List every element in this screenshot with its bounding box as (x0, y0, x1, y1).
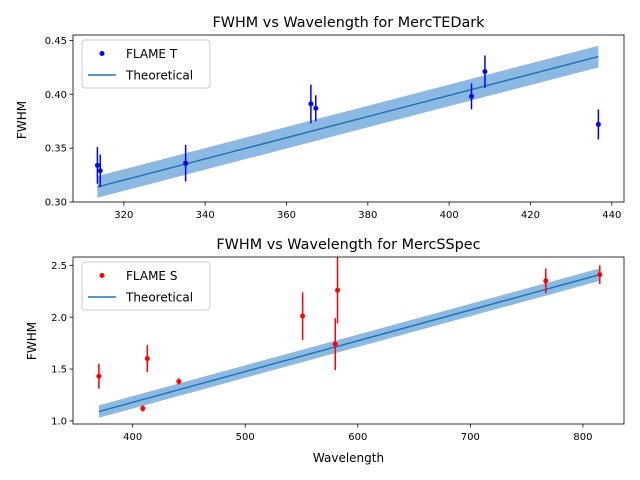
data-point (140, 405, 146, 412)
data-point (96, 363, 102, 389)
y-tick-label: 1.5 (51, 365, 67, 376)
point-marker (335, 287, 341, 293)
data-point (313, 95, 319, 122)
plot-area: 320 340 360 380 400 420 440 0.30 0.35 0.40 0.45 (45, 34, 625, 221)
point-marker (597, 272, 603, 278)
x-tick-label: 800 (573, 432, 592, 443)
data-point (94, 147, 100, 184)
x-tick-label: 500 (236, 432, 255, 443)
x-tick-label: 360 (277, 210, 296, 221)
legend-label-flame-t: FLAME T (126, 47, 178, 61)
point-marker (97, 168, 103, 174)
x-axis-label: Wavelength (313, 451, 384, 465)
legend-marker-flame-s (99, 273, 105, 278)
y-tick-label: 0.40 (45, 90, 67, 101)
axes-frame (72, 256, 625, 425)
data-point (300, 292, 306, 340)
point-marker (140, 405, 146, 411)
x-tick-label: 340 (196, 210, 215, 221)
point-marker (482, 69, 488, 75)
plot-area: 400 500 600 700 800 1.0 1.5 2.0 2.5 (51, 256, 625, 443)
y-axis-label: FWHM (25, 322, 39, 360)
data-point (469, 83, 475, 110)
y-tick-label: 0.45 (45, 36, 67, 47)
y-tick-label: 1.0 (51, 416, 67, 427)
legend-label-flame-s: FLAME S (126, 269, 177, 283)
point-marker (144, 356, 150, 362)
point-marker (332, 341, 338, 347)
legend: FLAME S Theoretical (81, 261, 211, 311)
theoretical-line (97, 55, 599, 188)
y-tick-label: 0.30 (45, 198, 67, 209)
point-marker (94, 162, 100, 168)
legend-label-theoretical: Theoretical (125, 291, 193, 305)
data-point (335, 257, 341, 324)
data-point (183, 144, 189, 182)
point-marker (543, 278, 549, 284)
data-point (176, 378, 182, 385)
data-point (308, 84, 314, 124)
chart-panel-merctedark: FWHM vs Wavelength for MercTEDark FWHM 3… (15, 15, 625, 221)
legend-box (81, 39, 211, 89)
point-marker (176, 378, 182, 384)
legend: FLAME T Theoretical (81, 39, 211, 89)
point-marker (469, 93, 475, 99)
x-tick-label: 380 (358, 210, 377, 221)
x-tick-label: 400 (440, 210, 459, 221)
y-tick-label: 2.5 (51, 261, 67, 272)
axes-frame (72, 34, 625, 203)
legend-box (81, 261, 211, 311)
point-marker (96, 373, 102, 379)
x-tick-label: 440 (602, 210, 621, 221)
x-tick-label: 320 (114, 210, 133, 221)
legend-label-theoretical: Theoretical (125, 69, 193, 83)
point-marker (595, 121, 601, 127)
data-point (144, 345, 150, 373)
theoretical-line (98, 273, 600, 413)
data-point (332, 318, 338, 371)
data-point (595, 109, 601, 140)
chart-panel-mercsspec: FWHM vs Wavelength for MercSSpec FWHM Wa… (25, 237, 625, 465)
series-layer (96, 257, 603, 418)
x-tick-label: 400 (123, 432, 142, 443)
point-marker (183, 160, 189, 166)
data-point (482, 55, 488, 88)
chart-title: FWHM vs Wavelength for MercSSpec (216, 237, 480, 253)
chart-title: FWHM vs Wavelength for MercTEDark (212, 15, 485, 31)
data-point (97, 154, 103, 187)
series-layer (94, 45, 601, 198)
y-axis-label: FWHM (15, 101, 29, 139)
y-tick-label: 2.0 (51, 313, 67, 324)
x-tick-label: 420 (521, 210, 540, 221)
point-marker (313, 105, 319, 111)
x-tick-label: 700 (461, 432, 480, 443)
data-point (543, 268, 549, 294)
legend-marker-flame-t (99, 51, 105, 56)
point-marker (308, 101, 314, 107)
x-tick-label: 600 (348, 432, 367, 443)
y-tick-label: 0.35 (45, 144, 67, 155)
data-point (597, 265, 603, 284)
point-marker (300, 313, 306, 319)
